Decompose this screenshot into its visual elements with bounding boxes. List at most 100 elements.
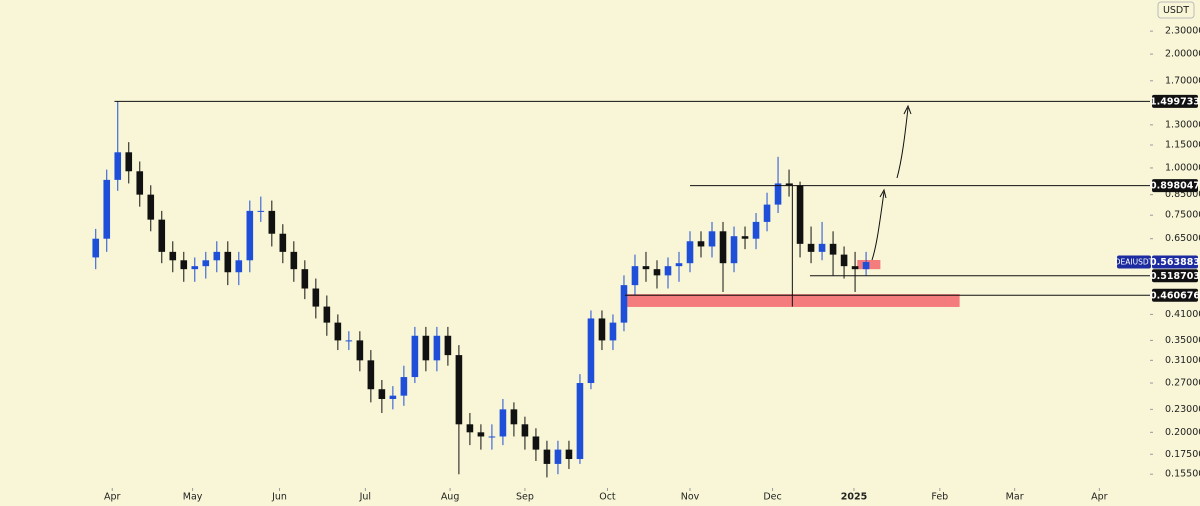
x-tick-label: Oct	[599, 492, 616, 503]
x-tick-label: Dec	[763, 492, 781, 503]
level-label: 0.460676	[1150, 290, 1200, 301]
candle-body	[180, 260, 188, 270]
candle-body	[367, 360, 375, 390]
candle-body	[488, 436, 496, 438]
candle-body	[719, 231, 727, 264]
level-label: 0.898047	[1150, 181, 1200, 192]
level-label: 0.518703	[1150, 271, 1200, 282]
candle-body	[862, 262, 870, 270]
y-tick-label: 0.310000	[1165, 355, 1200, 366]
candle-body	[796, 185, 804, 244]
candle-body	[763, 204, 771, 222]
candle-body	[697, 241, 705, 247]
x-tick-label: May	[183, 492, 203, 503]
y-tick-label: 0.850000	[1165, 189, 1200, 200]
y-tick-label: 1.700000	[1165, 75, 1200, 86]
candle-body	[675, 263, 683, 267]
level-label-box	[1152, 288, 1198, 302]
last-price-box	[1152, 255, 1198, 269]
y-tick-label: 0.270000	[1165, 378, 1200, 389]
x-tick-label: Apr	[1091, 492, 1108, 503]
candle-body	[785, 183, 793, 186]
candle-body	[587, 318, 595, 384]
candle-body	[389, 395, 397, 399]
candle-body	[422, 335, 430, 361]
candle-body	[565, 449, 573, 460]
candle-body	[609, 322, 617, 341]
candle-body	[323, 306, 331, 323]
candle-body	[807, 243, 815, 252]
candle-body	[510, 409, 518, 425]
candle-body	[455, 355, 463, 425]
candle-body	[642, 266, 650, 270]
candle-body	[576, 383, 584, 460]
candle-body	[532, 436, 540, 450]
arrow	[871, 191, 885, 261]
candle-body	[224, 251, 232, 273]
candle-body	[301, 269, 309, 289]
y-tick-label: 0.230000	[1165, 404, 1200, 415]
candle-body	[851, 266, 859, 270]
candle-body	[444, 335, 452, 356]
candle-body	[400, 377, 408, 396]
candle-body	[378, 389, 386, 399]
candle-body	[818, 243, 826, 252]
y-tick-label: 1.150000	[1165, 139, 1200, 150]
candle-body	[730, 236, 738, 264]
candle-body	[829, 243, 837, 255]
x-tick-label: Mar	[1006, 492, 1024, 503]
arrows	[871, 104, 912, 261]
candle-body	[741, 236, 749, 239]
y-tick-label: 0.175000	[1165, 449, 1200, 460]
candle-body	[356, 340, 364, 361]
candle-body	[477, 432, 485, 437]
x-tick-label: Aug	[441, 492, 460, 503]
x-tick-label: Jul	[359, 492, 371, 503]
candle-body	[521, 424, 529, 437]
level-label-box	[1152, 269, 1198, 283]
candle-body	[620, 285, 628, 323]
candle-body	[202, 260, 210, 267]
x-tick-label: Feb	[931, 492, 948, 503]
candle-body	[334, 322, 342, 341]
x-tick-label: Nov	[681, 492, 700, 503]
candle-body	[92, 238, 100, 258]
level-label-box	[1152, 94, 1198, 108]
candle-body	[840, 254, 848, 267]
last-price-label: 0.563883	[1150, 257, 1200, 268]
y-tick-label: 0.155000	[1165, 469, 1200, 480]
candle-body	[664, 266, 672, 276]
candle-body	[114, 152, 122, 180]
candle-body	[147, 194, 155, 220]
y-tick-label: 0.350000	[1165, 335, 1200, 346]
candle-body	[235, 260, 243, 273]
candle-body	[169, 251, 177, 261]
currency-button[interactable]	[1157, 1, 1195, 19]
symbol-box	[1117, 255, 1151, 269]
x-tick-label: 2025	[841, 492, 867, 503]
y-tick-label: 0.410000	[1165, 309, 1200, 320]
y-tick-label: 2.000000	[1165, 49, 1200, 60]
candle-body	[290, 251, 298, 270]
y-tick-label: 0.200000	[1165, 427, 1200, 438]
candle-body	[312, 288, 320, 307]
candle-body	[257, 210, 265, 212]
candle-body	[752, 221, 760, 239]
candle-body	[136, 171, 144, 195]
candle-body	[246, 210, 254, 261]
candle-body	[653, 269, 661, 276]
candle-body	[774, 183, 782, 205]
arrow-head	[879, 188, 887, 199]
candle-body	[554, 449, 562, 464]
x-tick-label: Apr	[104, 492, 121, 503]
candle-body	[268, 210, 276, 234]
y-tick-label: 0.750000	[1165, 210, 1200, 221]
level-label: 1.499733	[1150, 96, 1200, 107]
candle-body	[411, 335, 419, 378]
candle-body	[598, 318, 606, 341]
candle-body	[345, 340, 353, 342]
x-tick-label: Jun	[271, 492, 287, 503]
currency-label: USDT	[1163, 5, 1189, 16]
symbol-label: DEAIUSDT	[1115, 258, 1154, 267]
